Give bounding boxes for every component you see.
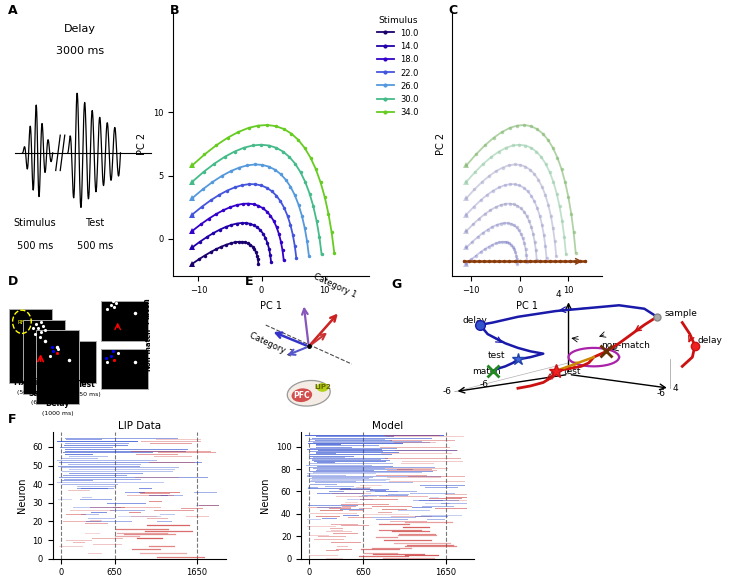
Text: Stimulus: Stimulus — [14, 218, 56, 229]
Text: sample: sample — [665, 309, 697, 317]
Text: A: A — [8, 5, 17, 17]
Text: non-match: non-match — [602, 341, 651, 350]
Text: B: B — [169, 5, 179, 17]
Text: Category 2: Category 2 — [248, 331, 294, 358]
Text: (650 ms): (650 ms) — [31, 400, 59, 405]
Text: Sample: Sample — [29, 389, 61, 397]
Title: LIP Data: LIP Data — [117, 421, 161, 431]
Text: 3000 ms: 3000 ms — [56, 46, 104, 56]
Text: RF: RF — [18, 320, 25, 325]
Text: D: D — [8, 275, 18, 288]
Text: PFC: PFC — [294, 391, 310, 400]
Text: delay: delay — [462, 316, 487, 324]
Text: Match: Match — [142, 297, 151, 324]
Text: 500 ms: 500 ms — [77, 241, 113, 251]
FancyBboxPatch shape — [23, 320, 65, 393]
Text: LIP2: LIP2 — [314, 384, 331, 391]
Text: Fixation: Fixation — [14, 378, 49, 387]
Ellipse shape — [291, 388, 312, 402]
Text: Test: Test — [78, 380, 96, 389]
Text: C: C — [448, 5, 457, 17]
Text: test: test — [563, 367, 581, 376]
Ellipse shape — [316, 383, 328, 392]
Legend: 10.0, 14.0, 18.0, 22.0, 26.0, 30.0, 34.0: 10.0, 14.0, 18.0, 22.0, 26.0, 30.0, 34.0 — [377, 16, 419, 118]
FancyBboxPatch shape — [9, 309, 51, 383]
Text: Delay: Delay — [64, 24, 96, 34]
Text: test: test — [488, 351, 505, 360]
FancyBboxPatch shape — [79, 341, 96, 383]
Text: 4: 4 — [556, 290, 562, 299]
Title: Model: Model — [372, 421, 404, 431]
FancyBboxPatch shape — [36, 330, 79, 404]
Text: (500 ms): (500 ms) — [17, 389, 45, 395]
Text: delay: delay — [697, 336, 722, 345]
Y-axis label: Neuron: Neuron — [17, 478, 27, 513]
X-axis label: PC 1: PC 1 — [516, 301, 538, 311]
Text: F: F — [8, 414, 16, 426]
Text: -6: -6 — [442, 387, 451, 396]
Text: -6: -6 — [480, 380, 489, 389]
Text: (1000 ms): (1000 ms) — [41, 411, 73, 416]
Text: Non-match: Non-match — [145, 328, 151, 372]
Y-axis label: Neuron: Neuron — [261, 478, 270, 513]
FancyBboxPatch shape — [101, 301, 148, 341]
Text: match: match — [472, 367, 501, 376]
Ellipse shape — [288, 381, 330, 406]
X-axis label: PC 1: PC 1 — [260, 301, 282, 311]
Text: 4: 4 — [548, 371, 554, 380]
FancyBboxPatch shape — [101, 349, 148, 389]
Text: G: G — [392, 278, 402, 291]
Text: (650 ms): (650 ms) — [73, 392, 101, 397]
Text: Test: Test — [85, 218, 105, 229]
Y-axis label: PC 2: PC 2 — [137, 133, 148, 155]
Text: 500 ms: 500 ms — [17, 241, 53, 251]
Y-axis label: PC 2: PC 2 — [436, 133, 447, 155]
Text: -6: -6 — [657, 389, 666, 398]
Text: 4: 4 — [672, 384, 678, 392]
Text: E: E — [245, 275, 253, 288]
Text: Category 1: Category 1 — [312, 272, 358, 300]
Text: Delay: Delay — [45, 399, 69, 408]
